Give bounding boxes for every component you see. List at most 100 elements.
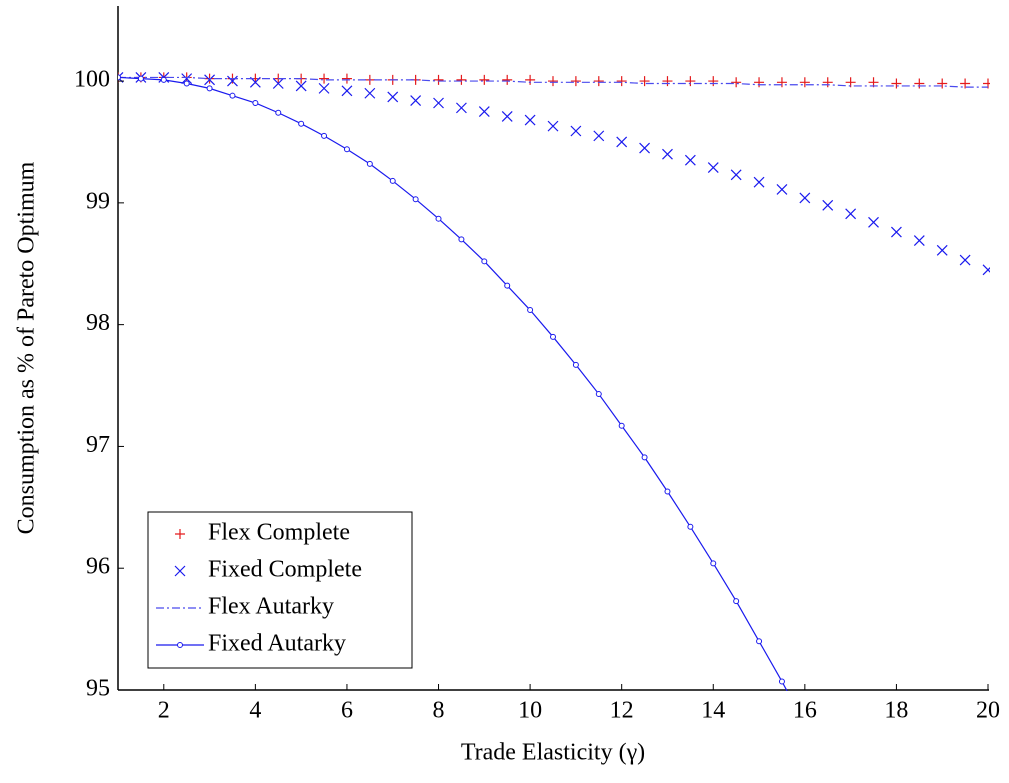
marker <box>341 85 353 97</box>
marker <box>504 282 511 289</box>
marker <box>318 82 330 94</box>
x-tick-label: 4 <box>249 698 261 724</box>
marker <box>206 85 213 92</box>
plot-area <box>118 71 990 691</box>
marker <box>366 160 373 167</box>
marker <box>458 236 465 243</box>
legend-label: Fixed Complete <box>208 557 362 583</box>
marker <box>547 120 559 132</box>
marker <box>616 76 627 87</box>
marker <box>618 422 625 429</box>
marker <box>298 120 305 127</box>
marker <box>570 125 582 137</box>
marker <box>435 215 442 222</box>
marker <box>410 95 422 106</box>
marker <box>776 184 788 195</box>
marker <box>389 177 396 184</box>
y-tick-label: 95 <box>86 676 110 702</box>
marker <box>550 333 556 340</box>
marker <box>799 77 810 88</box>
marker <box>687 523 694 530</box>
marker <box>822 199 834 211</box>
marker <box>707 162 719 173</box>
x-tick-label: 12 <box>610 698 634 724</box>
x-tick-label: 10 <box>518 698 542 724</box>
x-tick-label: 16 <box>793 698 817 724</box>
marker <box>662 76 673 87</box>
x-tick-label: 2 <box>158 698 170 724</box>
marker <box>778 678 785 685</box>
legend-label: Flex Autarky <box>208 594 334 620</box>
marker <box>118 74 121 81</box>
marker <box>433 74 444 85</box>
marker <box>572 361 579 368</box>
marker <box>455 102 467 114</box>
marker <box>937 78 948 89</box>
marker <box>753 176 765 188</box>
marker <box>272 78 284 89</box>
marker <box>456 74 467 85</box>
x-tick-label: 6 <box>341 698 353 724</box>
marker <box>341 73 352 84</box>
marker <box>343 146 350 153</box>
marker <box>641 454 648 461</box>
marker <box>639 76 650 87</box>
marker <box>412 196 419 203</box>
marker <box>936 244 948 256</box>
marker <box>710 560 717 567</box>
marker <box>137 75 144 82</box>
marker <box>275 109 282 116</box>
marker <box>960 78 971 89</box>
marker <box>756 638 763 645</box>
y-tick-label: 100 <box>74 67 110 93</box>
marker <box>685 76 696 87</box>
marker <box>593 76 604 87</box>
x-tick-label: 8 <box>433 698 445 724</box>
marker <box>570 76 581 87</box>
marker <box>229 92 236 99</box>
marker <box>593 130 605 142</box>
marker <box>174 565 186 577</box>
marker <box>501 110 513 122</box>
marker <box>890 226 902 238</box>
marker <box>181 73 193 85</box>
marker <box>845 208 857 220</box>
marker <box>502 74 513 85</box>
marker <box>319 73 330 84</box>
x-tick-label: 18 <box>884 698 908 724</box>
marker <box>754 77 765 88</box>
x-tick-label: 14 <box>701 698 725 724</box>
marker <box>387 91 399 103</box>
marker <box>527 307 534 314</box>
marker <box>639 142 651 154</box>
marker <box>708 76 719 87</box>
legend-label: Fixed Autarky <box>208 631 346 657</box>
marker <box>252 99 259 106</box>
marker <box>364 87 376 99</box>
marker <box>204 74 216 86</box>
marker <box>776 77 787 88</box>
marker <box>868 216 879 228</box>
marker <box>959 254 971 266</box>
marker <box>177 642 183 648</box>
marker <box>227 75 238 87</box>
y-tick-label: 96 <box>86 554 110 580</box>
marker <box>321 132 328 139</box>
marker <box>175 529 185 539</box>
marker <box>616 136 628 148</box>
legend-label: Flex Complete <box>208 520 350 546</box>
marker <box>799 192 811 204</box>
x-tick-label: 20 <box>976 698 1000 724</box>
marker <box>479 74 490 85</box>
marker <box>295 80 307 92</box>
series-line <box>118 76 988 88</box>
marker <box>730 169 742 181</box>
x-axis-label: Trade Elasticity (γ) <box>461 740 645 766</box>
marker <box>822 77 833 88</box>
y-axis-label: Consumption as % of Pareto Optimum <box>14 161 40 534</box>
marker <box>595 391 602 398</box>
marker <box>733 598 740 605</box>
marker <box>548 76 558 87</box>
legend-box <box>147 511 413 669</box>
